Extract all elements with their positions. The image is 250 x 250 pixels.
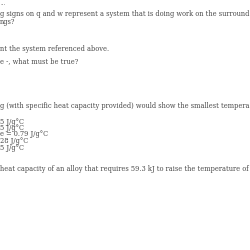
Text: e = 0.79 J/g°C: e = 0.79 J/g°C	[0, 130, 48, 138]
Text: g signs on q and w represent a system that is doing work on the surround: g signs on q and w represent a system th…	[0, 10, 250, 18]
Text: g (with specific heat capacity provided) would show the smallest tempera: g (with specific heat capacity provided)…	[0, 102, 250, 110]
Text: 5 J/g°C: 5 J/g°C	[0, 118, 24, 126]
Text: heat capacity of an alloy that requires 59.3 kJ to raise the temperature of: heat capacity of an alloy that requires …	[0, 165, 248, 173]
Text: ngs?: ngs?	[0, 18, 16, 25]
Text: 5 J/g°C: 5 J/g°C	[0, 144, 24, 152]
Text: e -, what must be true?: e -, what must be true?	[0, 58, 78, 66]
Text: ...: ...	[0, 1, 5, 6]
Text: 5 J/g°C: 5 J/g°C	[0, 124, 24, 132]
Text: 28 J/g°C: 28 J/g°C	[0, 137, 28, 145]
Text: nt the system referenced above.: nt the system referenced above.	[0, 45, 109, 53]
